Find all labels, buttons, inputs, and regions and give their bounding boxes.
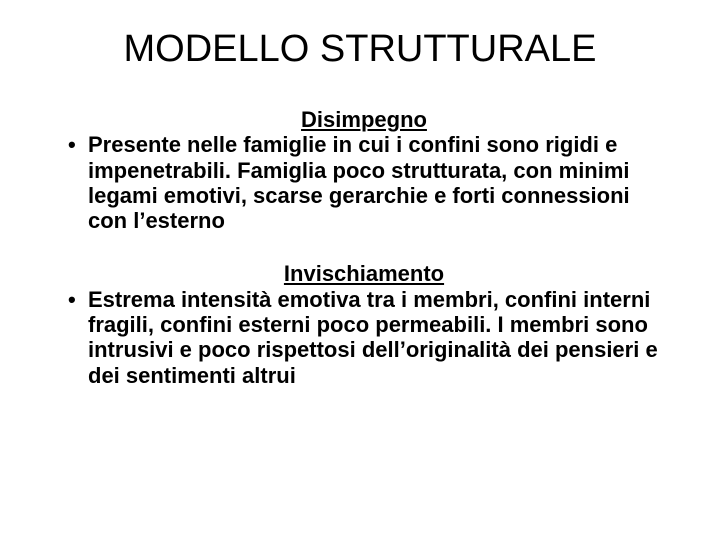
- bullet-text-1: Presente nelle famiglie in cui i confini…: [88, 132, 660, 233]
- bullet-marker: •: [68, 132, 88, 157]
- page-title: MODELLO STRUTTURALE: [60, 28, 660, 71]
- bullet-item-1: • Presente nelle famiglie in cui i confi…: [68, 132, 660, 233]
- bullet-item-2: • Estrema intensità emotiva tra i membri…: [68, 287, 660, 388]
- section-heading-1: Disimpegno: [68, 107, 660, 132]
- bullet-text-2: Estrema intensità emotiva tra i membri, …: [88, 287, 660, 388]
- section-heading-2: Invischiamento: [68, 261, 660, 286]
- bullet-marker: •: [68, 287, 88, 312]
- content-area: Disimpegno • Presente nelle famiglie in …: [60, 107, 660, 388]
- slide: MODELLO STRUTTURALE Disimpegno • Present…: [0, 0, 720, 540]
